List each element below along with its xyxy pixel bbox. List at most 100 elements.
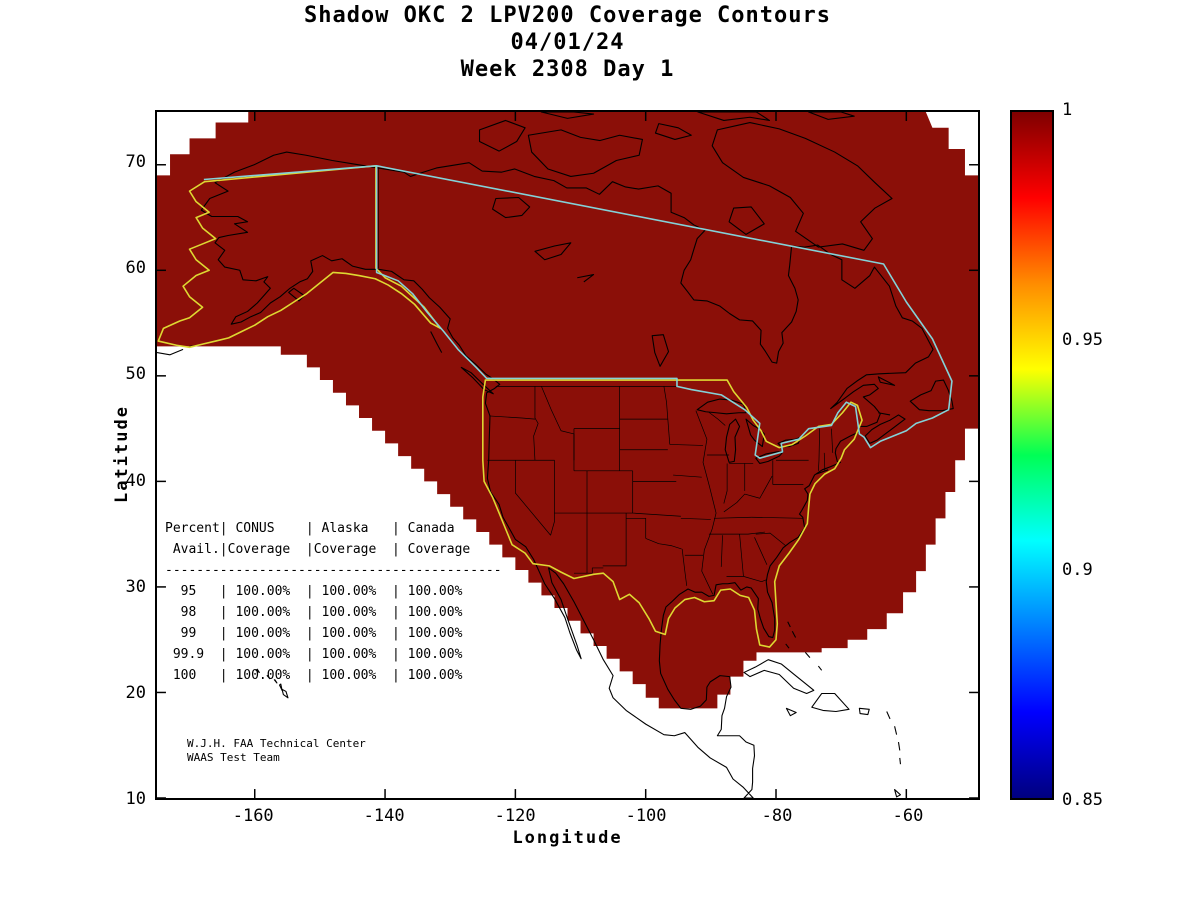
coastline-hawaii-molokai: [273, 679, 278, 684]
yellow-service-contours: [157, 164, 863, 648]
coastline-lake-winnipeg: [651, 334, 670, 367]
axis-tick-marks: [157, 112, 978, 798]
coastline-trinidad: [894, 789, 902, 798]
coastline-hispaniola: [811, 692, 850, 713]
state-border-23: [673, 474, 702, 478]
cyan-contour-alaska-north-segment: [203, 164, 377, 181]
state-border-43: [680, 517, 711, 520]
state-border-28: [723, 463, 728, 504]
coastline-melville-island: [540, 112, 595, 119]
coastline-devon-island: [697, 112, 771, 121]
state-border-26: [533, 386, 539, 461]
title-line-1: Shadow OKC 2 LPV200 Coverage Contours: [303, 3, 832, 28]
coverage-region-shape: [157, 112, 978, 709]
coastline-lake-athabasca: [577, 274, 595, 283]
state-border-17: [681, 548, 688, 586]
state-border-41: [714, 516, 752, 519]
coastline-lesser-antilles-2: [894, 726, 898, 735]
state-border-42: [723, 475, 773, 513]
state-border-13: [587, 512, 681, 517]
y-tick-label: 40: [125, 470, 146, 491]
coastline-hawaii-maui: [278, 683, 283, 691]
y-tick-label: 30: [125, 576, 146, 597]
state-border-39: [755, 532, 786, 547]
state-border-38: [726, 576, 768, 583]
y-tick-label: 10: [125, 789, 146, 809]
coverage-region: [157, 112, 978, 709]
title-line-3: Week 2308 Day 1: [460, 57, 675, 82]
state-border-48: [831, 428, 834, 453]
state-border-45: [663, 386, 669, 420]
coastline-long-island: [816, 469, 829, 475]
x-tick-label: -160: [232, 806, 274, 826]
coastline-cuba: [743, 659, 815, 695]
state-border-5: [550, 460, 555, 536]
coastline-ellesmere-island: [808, 112, 855, 120]
x-tick-label: -120: [494, 806, 536, 826]
colorbar-tick-label: 1: [1062, 100, 1073, 120]
y-axis-label: Latitude: [112, 405, 132, 503]
yellow-contour-conus-service-volume: [482, 379, 863, 648]
coastline-lake-michigan: [724, 418, 741, 463]
state-border-21: [667, 419, 671, 445]
coastline-puerto-rico: [858, 707, 870, 716]
coastline-bahamas-4: [804, 651, 811, 658]
state-border-49: [823, 452, 826, 471]
state-border-46: [708, 411, 726, 426]
colorbar-tick-label: 0.9: [1062, 560, 1093, 580]
yellow-contour-alaska-service-volume: [157, 164, 442, 349]
y-tick-label: 20: [125, 682, 146, 703]
state-border-15: [626, 517, 647, 539]
credit-text: W.J.H. FAA Technical Center WAAS Test Te…: [187, 737, 366, 764]
y-tick-label: 60: [125, 258, 146, 279]
coastline-lesser-antilles-3: [897, 741, 901, 751]
x-tick-label: -100: [625, 806, 667, 826]
coastlines: [157, 112, 954, 798]
state-border-14: [602, 513, 627, 567]
figure-title: Shadow OKC 2 LPV200 Coverage Contours 04…: [155, 2, 980, 83]
title-line-2: 04/01/24: [510, 30, 625, 55]
state-border-50: [573, 567, 604, 574]
map-plot: Percent| CONUS | Alaska | Canada Avail.|…: [155, 110, 980, 800]
coverage-table: Percent| CONUS | Alaska | Canada Avail.|…: [165, 521, 502, 683]
coastline-north-america-mainland: [200, 151, 934, 798]
coastline-baffin-island: [711, 121, 893, 251]
coastline-bahamas-1: [787, 621, 791, 628]
colorbar-tick-label: 0.95: [1062, 330, 1103, 350]
state-border-4: [515, 460, 551, 536]
state-border-35: [708, 531, 765, 535]
coastline-great-bear-lake: [492, 196, 531, 219]
state-border-40: [754, 537, 768, 565]
y-tick-label: 50: [125, 364, 146, 385]
coastline-hawaii-oahu: [266, 675, 271, 680]
coastline-prince-edward-island: [878, 412, 891, 416]
state-border-37: [720, 535, 723, 567]
coastline-lake-huron: [745, 418, 765, 448]
coastline-southampton-island: [728, 206, 765, 235]
state-border-34: [751, 516, 804, 519]
coastline-victoria-island: [527, 129, 643, 177]
state-border-24: [695, 410, 717, 595]
coastline-hawaii-kauai: [255, 668, 260, 673]
coastline-bahamas-2: [791, 631, 797, 638]
coastline-lake-erie: [755, 451, 784, 464]
coastline-vancouver-island: [460, 366, 494, 395]
coastline-bahamas-5: [817, 665, 823, 671]
coastline-lesser-antilles-1: [886, 711, 891, 720]
state-boundaries: [378, 167, 834, 595]
coastline-hawaii-big-island: [281, 688, 289, 699]
state-border-36: [739, 534, 744, 577]
x-tick-label: -140: [363, 806, 405, 826]
state-border-47: [818, 428, 821, 471]
coastline-aleutian-islands-1: [157, 348, 184, 356]
cyan-service-contours: [203, 164, 953, 459]
state-border-25: [541, 386, 575, 461]
x-axis-label: Longitude: [512, 828, 623, 848]
coastline-haida-gwaii: [430, 331, 443, 353]
coastline-somerset-island: [654, 123, 692, 140]
coastline-anticosti-island: [877, 376, 896, 386]
coastline-lake-superior: [696, 398, 747, 415]
coastline-bahamas-3: [785, 643, 790, 649]
coastline-nova-scotia: [864, 414, 906, 444]
